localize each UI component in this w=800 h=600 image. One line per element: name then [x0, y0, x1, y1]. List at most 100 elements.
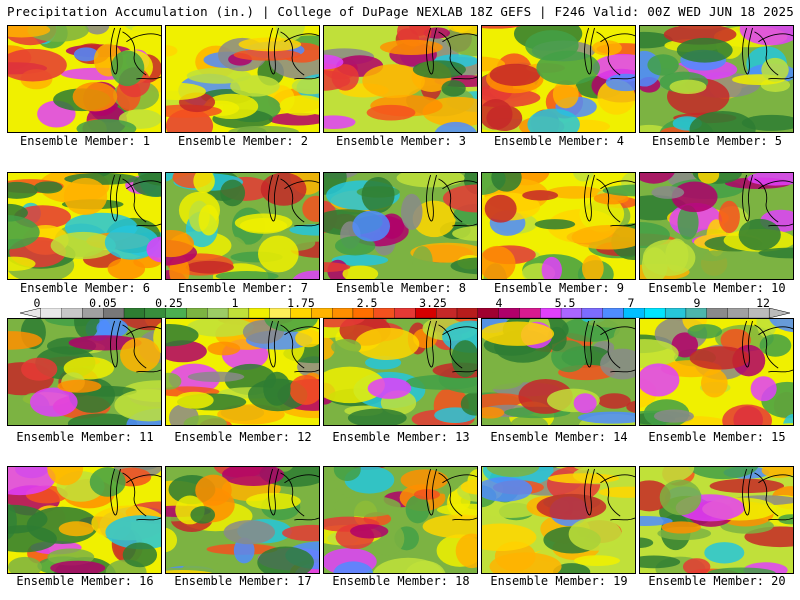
lake-outline [438, 324, 463, 369]
colorbar-swatch [602, 308, 624, 318]
member-caption: Ensemble Member: 10 [648, 281, 786, 295]
member-map-18 [323, 466, 478, 574]
colorbar-tick-label: 5.5 [554, 296, 576, 310]
member-caption: Ensemble Member: 14 [490, 430, 628, 444]
lake-outline [426, 174, 437, 222]
lake-outline [742, 174, 753, 222]
lake-outline [442, 474, 477, 484]
lake-outline [768, 76, 793, 80]
colorbar-swatch [581, 308, 603, 318]
member-map-9 [481, 172, 636, 280]
member-map-16 [7, 466, 162, 574]
lake-outline [584, 27, 595, 75]
lake-outline [438, 472, 463, 517]
lake-outline [610, 369, 635, 373]
lake-outline [758, 326, 793, 336]
lake-outline [280, 31, 305, 76]
colorbar-swatch [664, 308, 687, 318]
member-map-15 [639, 318, 794, 426]
member-map-20 [639, 466, 794, 574]
lake-outline [596, 178, 621, 223]
lake-outline [584, 468, 595, 516]
member-map-19 [481, 466, 636, 574]
colorbar-swatch [186, 308, 208, 318]
lake-outline [600, 33, 635, 43]
lake-outline [122, 31, 147, 76]
member-map-8 [323, 172, 478, 280]
colorbar-tick-label: 0 [33, 296, 41, 310]
lake-outline [284, 33, 319, 43]
lake-outline [768, 369, 793, 373]
colorbar-tick-label: 2.5 [356, 296, 378, 310]
lake-outline [600, 474, 635, 484]
lake-outline [110, 468, 121, 516]
lake-outline [426, 320, 437, 368]
member-caption: Ensemble Member: 6 [19, 281, 151, 295]
lake-outline [268, 27, 279, 75]
title-left: Precipitation Accumulation (in.) | Colle… [7, 4, 463, 19]
member-caption: Ensemble Member: 2 [177, 134, 309, 148]
lake-outline [768, 223, 793, 227]
colorbar-swatch [706, 308, 728, 318]
member-caption: Ensemble Member: 8 [335, 281, 467, 295]
colorbar-tick-label: 3.25 [419, 296, 447, 310]
lake-outline [122, 472, 147, 517]
lake-outline [126, 33, 161, 43]
lake-outline [600, 180, 635, 190]
lake-outline [610, 517, 635, 521]
colorbar-tick-label: 12 [756, 296, 770, 310]
lake-outline [268, 174, 279, 222]
lake-outline [452, 517, 477, 521]
colorbar-tick-label: 4 [495, 296, 503, 310]
colorbar-swatch [394, 308, 416, 318]
lake-outline [754, 31, 779, 76]
lake-outline [438, 178, 463, 223]
member-map-3 [323, 25, 478, 133]
lake-outline [768, 517, 793, 521]
lake-outline [294, 223, 319, 227]
colorbar-swatch [207, 308, 229, 318]
member-caption: Ensemble Member: 4 [493, 134, 625, 148]
lake-outline [284, 180, 319, 190]
colorbar [20, 308, 790, 318]
member-caption: Ensemble Member: 5 [651, 134, 783, 148]
lake-outline [284, 326, 319, 336]
member-map-17 [165, 466, 320, 574]
lake-outline [268, 320, 279, 368]
member-map-7 [165, 172, 320, 280]
lake-outline [284, 474, 319, 484]
member-caption: Ensemble Member: 11 [16, 430, 154, 444]
lake-outline [110, 320, 121, 368]
lake-outline [110, 174, 121, 222]
lake-outline [136, 517, 161, 521]
colorbar-tick-label: 9 [693, 296, 701, 310]
lake-outline [426, 468, 437, 516]
member-caption: Ensemble Member: 20 [648, 574, 786, 588]
title-right: 18Z GEFS | F246 Valid: 00Z WED JUN 18 20… [469, 4, 794, 19]
colorbar-swatch [519, 308, 541, 318]
lake-outline [294, 76, 319, 80]
lake-outline [754, 324, 779, 369]
member-map-10 [639, 172, 794, 280]
lake-outline [442, 180, 477, 190]
lake-outline [596, 324, 621, 369]
lake-outline [110, 27, 121, 75]
lake-outline [442, 33, 477, 43]
lake-outline [584, 320, 595, 368]
member-caption: Ensemble Member: 18 [332, 574, 470, 588]
member-caption: Ensemble Member: 9 [493, 281, 625, 295]
member-map-6 [7, 172, 162, 280]
lake-outline [584, 174, 595, 222]
lake-outline [122, 178, 147, 223]
lake-outline [122, 324, 147, 369]
lake-outline [596, 472, 621, 517]
lake-outline [452, 369, 477, 373]
member-caption: Ensemble Member: 17 [174, 574, 312, 588]
lake-outline [754, 178, 779, 223]
lake-outline [758, 33, 793, 43]
member-map-11 [7, 318, 162, 426]
colorbar-swatch [61, 308, 83, 318]
colorbar-swatch [40, 308, 62, 318]
lake-outline [600, 326, 635, 336]
colorbar-swatch [123, 308, 146, 318]
